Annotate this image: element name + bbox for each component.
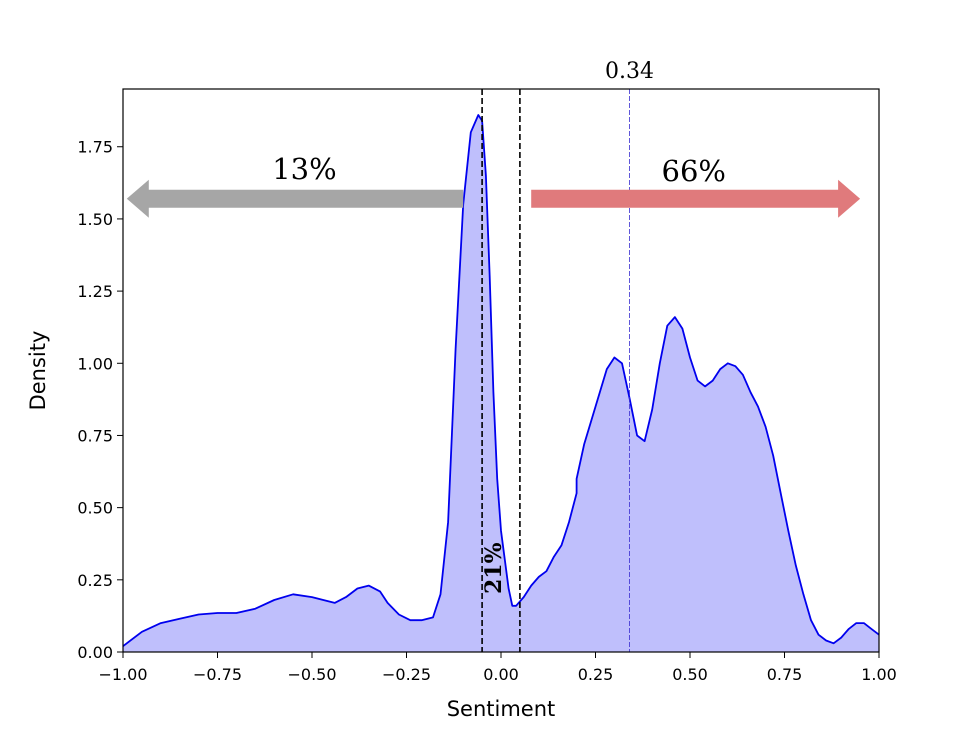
neutral-share-label: 21% (481, 542, 507, 594)
x-tick-label: −0.75 (193, 665, 242, 684)
positive-share-arrow (531, 179, 861, 218)
y-tick-label: 0.00 (77, 643, 113, 662)
mean-value-label: 0.34 (605, 59, 654, 84)
y-tick-label: 1.00 (77, 354, 113, 373)
annotations: 0.34 13% 66% 21% (126, 59, 861, 594)
x-tick-label: 1.00 (861, 665, 897, 684)
y-tick-label: 0.75 (77, 426, 113, 445)
positive-share-label: 66% (662, 154, 726, 188)
density-fill-area (123, 115, 879, 652)
y-axis-title: Density (26, 331, 50, 411)
y-tick-label: 1.75 (77, 138, 113, 157)
negative-share-arrow (126, 179, 464, 218)
y-tick-label: 0.25 (77, 571, 113, 590)
x-tick-label: −1.00 (98, 665, 147, 684)
x-tick-label: −0.50 (287, 665, 336, 684)
density-curve-line (122, 114, 880, 647)
x-axis-title: Sentiment (447, 697, 556, 721)
plot-area (122, 89, 880, 652)
x-tick-label: 0.25 (578, 665, 614, 684)
negative-share-label: 13% (272, 152, 336, 186)
axes: Sentiment Density −1.00 −0.75 −0.50 −0.25 0.… (26, 88, 897, 721)
x-tick-label: 0.50 (672, 665, 708, 684)
y-tick-label: 0.50 (77, 499, 113, 518)
x-tick-label: 0.75 (767, 665, 803, 684)
x-tick-label: −0.25 (382, 665, 431, 684)
x-tick-label: 0.00 (483, 665, 519, 684)
y-tick-label: 1.50 (77, 210, 113, 229)
y-tick-label: 1.25 (77, 282, 113, 301)
